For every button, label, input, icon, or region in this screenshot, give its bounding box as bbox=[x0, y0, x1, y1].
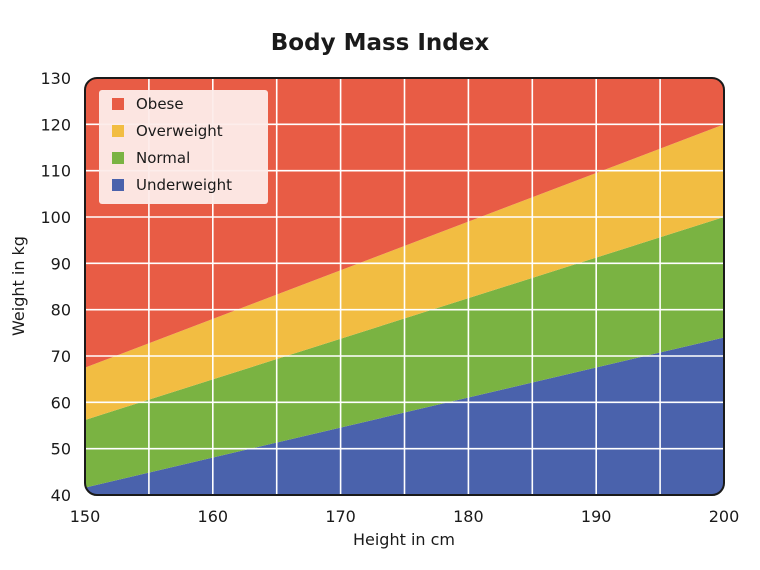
chart-title: Body Mass Index bbox=[270, 30, 490, 56]
y-axis-label: Weight in kg bbox=[9, 236, 28, 336]
y-tick-label: 40 bbox=[51, 486, 71, 505]
legend: Obese Overweight Normal Underweight bbox=[99, 90, 268, 204]
legend-label-underweight: Underweight bbox=[136, 176, 232, 194]
legend-label-normal: Normal bbox=[136, 149, 190, 167]
y-tick-label: 110 bbox=[40, 162, 71, 181]
y-tick-label: 60 bbox=[51, 393, 71, 412]
x-tick-label: 180 bbox=[453, 507, 484, 526]
y-axis-ticks: 40 50 60 70 80 90 100 110 120 130 bbox=[40, 69, 71, 505]
x-tick-label: 150 bbox=[70, 507, 101, 526]
y-tick-label: 130 bbox=[40, 69, 71, 88]
y-tick-label: 90 bbox=[51, 254, 71, 273]
y-tick-label: 70 bbox=[51, 347, 71, 366]
legend-swatch-overweight bbox=[112, 125, 124, 137]
x-tick-label: 160 bbox=[198, 507, 229, 526]
x-tick-label: 200 bbox=[709, 507, 740, 526]
legend-label-obese: Obese bbox=[136, 95, 184, 113]
y-tick-label: 120 bbox=[40, 115, 71, 134]
y-tick-label: 80 bbox=[51, 301, 71, 320]
x-axis-ticks: 150 160 170 180 190 200 bbox=[70, 507, 740, 526]
grid-lines bbox=[85, 78, 724, 495]
legend-box bbox=[99, 90, 268, 204]
y-tick-label: 50 bbox=[51, 440, 71, 459]
x-tick-label: 170 bbox=[325, 507, 356, 526]
x-tick-label: 190 bbox=[581, 507, 612, 526]
plot-frame bbox=[84, 77, 725, 496]
legend-swatch-obese bbox=[112, 98, 124, 110]
legend-label-overweight: Overweight bbox=[136, 122, 223, 140]
legend-swatch-normal bbox=[112, 152, 124, 164]
y-tick-label: 100 bbox=[40, 208, 71, 227]
legend-swatch-underweight bbox=[112, 179, 124, 191]
x-axis-label: Height in cm bbox=[353, 530, 455, 549]
